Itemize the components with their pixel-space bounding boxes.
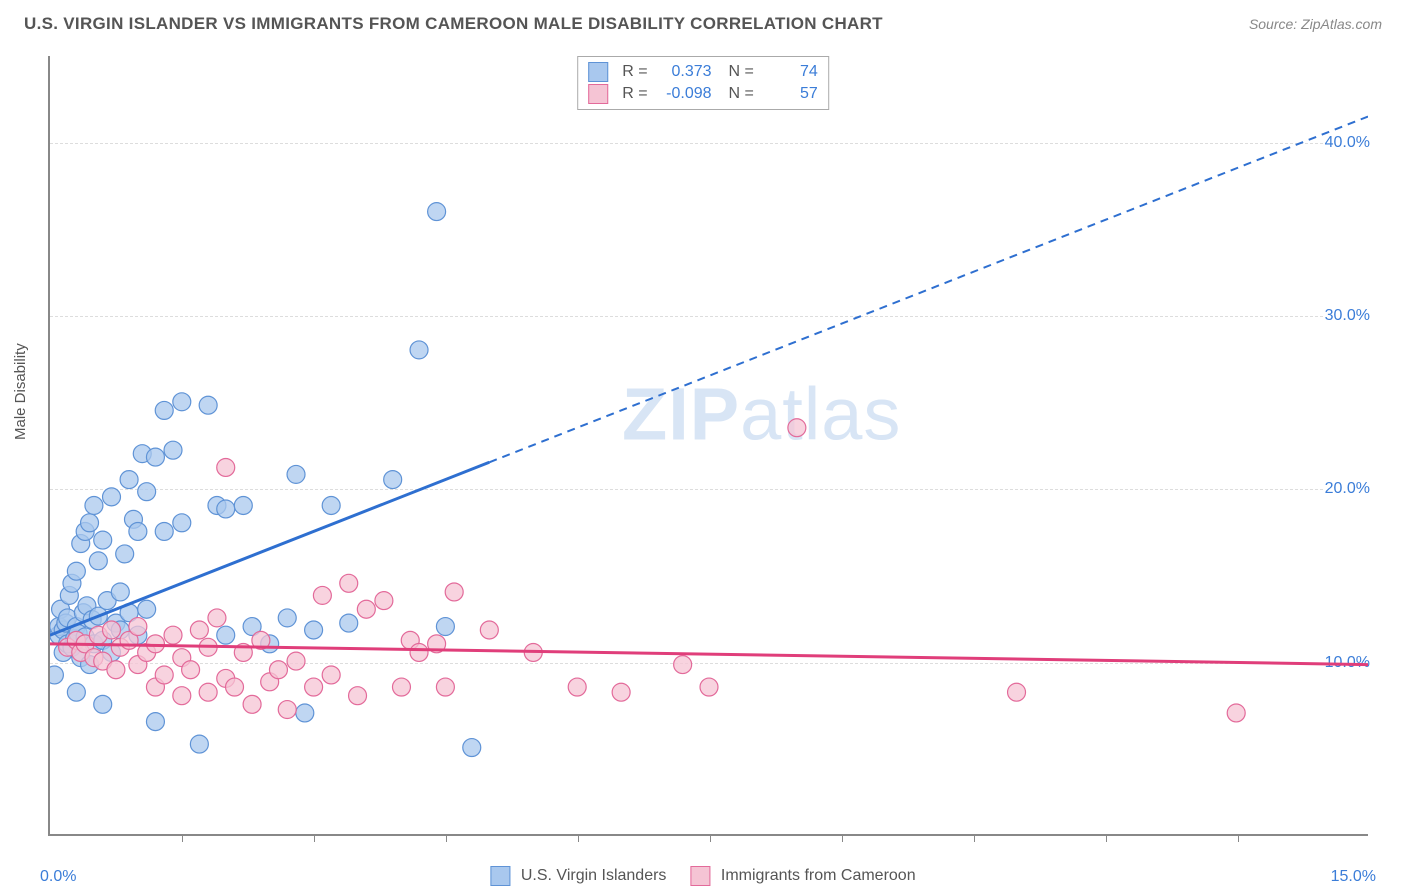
chart-title: U.S. VIRGIN ISLANDER VS IMMIGRANTS FROM … [24,14,883,34]
swatch-series-2 [588,84,608,104]
legend-label-1: U.S. Virgin Islanders [521,867,667,884]
chart-plot-area: ZIPatlas 10.0%20.0%30.0%40.0% [48,56,1368,836]
legend-swatch-2 [690,866,710,886]
correlation-row-2: R = -0.098 N = 57 [588,83,818,105]
source-attribution: Source: ZipAtlas.com [1249,16,1382,32]
n-value-1: 74 [762,63,818,81]
x-axis-min-label: 0.0% [40,868,76,886]
legend-label-2: Immigrants from Cameroon [721,867,916,884]
legend-swatch-1 [490,866,510,886]
legend-item-2: Immigrants from Cameroon [690,866,915,886]
legend-item-1: U.S. Virgin Islanders [490,866,666,886]
n-label: N = [720,63,754,81]
correlation-legend: R = 0.373 N = 74 R = -0.098 N = 57 [577,56,829,110]
series-legend: U.S. Virgin Islanders Immigrants from Ca… [490,866,915,886]
n-value-2: 57 [762,85,818,103]
r-label: R = [622,85,647,103]
correlation-row-1: R = 0.373 N = 74 [588,61,818,83]
r-value-2: -0.098 [656,85,712,103]
r-value-1: 0.373 [656,63,712,81]
r-label: R = [622,63,647,81]
x-axis-max-label: 15.0% [1331,868,1376,886]
swatch-series-1 [588,62,608,82]
y-axis-label: Male Disability [12,343,29,440]
scatter-plot-svg [50,56,1368,834]
n-label: N = [720,85,754,103]
